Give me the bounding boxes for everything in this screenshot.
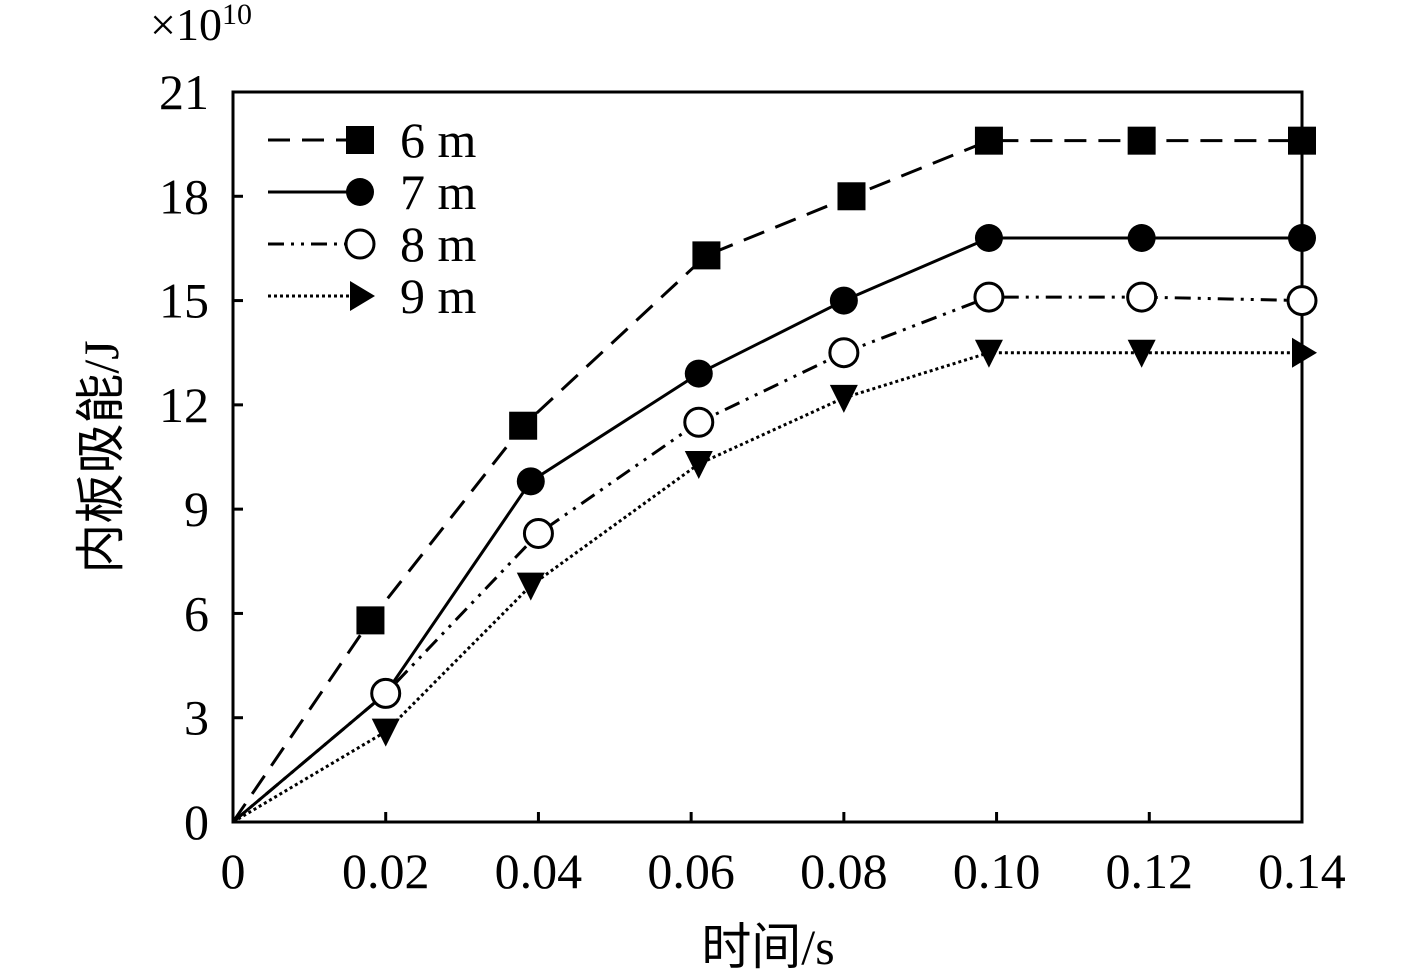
legend-label-2: 7 m	[400, 164, 477, 220]
series-line-1	[231, 139, 1302, 823]
series-2-point	[1288, 224, 1316, 252]
series-3-point	[828, 337, 860, 369]
series-4-point	[1127, 339, 1156, 368]
plot-area-border	[231, 90, 1304, 824]
legend-marker-4	[350, 281, 375, 311]
series-line-4	[232, 351, 1302, 824]
x-tick-label: 0.08	[800, 843, 888, 899]
y-tick-label: 12	[159, 377, 209, 433]
series-2-point	[684, 359, 713, 388]
plot-frame	[231, 90, 1304, 824]
legend-marker-1	[346, 126, 374, 154]
series-4-point	[1292, 337, 1317, 368]
x-tick-label: 0.12	[1106, 843, 1194, 899]
series-1-point	[356, 606, 385, 635]
x-tick-label: 0.10	[953, 843, 1041, 899]
y-axis-multiplier-exponent: 10	[222, 0, 252, 31]
series-3-point	[973, 281, 1005, 313]
series-1-point	[1288, 126, 1316, 155]
series-4-point	[516, 572, 545, 601]
series-2-point	[1127, 224, 1156, 252]
series-4-point	[974, 339, 1003, 368]
series-2-point	[516, 467, 545, 496]
series-line-2	[232, 236, 1302, 824]
legend: 6 m7 m8 m9 m	[268, 112, 477, 324]
y-tick-label: 21	[159, 64, 209, 120]
legend-label-1: 6 m	[400, 112, 477, 168]
legend-label-4: 9 m	[400, 268, 477, 324]
y-axis-title: 内板吸能/J	[73, 340, 129, 573]
x-tick-label: 0.06	[647, 843, 735, 899]
series-1-point	[974, 126, 1003, 155]
y-axis-multiplier: ×1010	[150, 0, 252, 50]
series-3-point	[1126, 281, 1158, 313]
series-lines	[231, 139, 1303, 824]
x-axis: 0 0.02 0.04 0.06 0.08 0.10 0.12 0.14	[221, 812, 1346, 899]
legend-label-3: 8 m	[400, 216, 477, 272]
series-4-point	[371, 718, 400, 747]
series-3-point	[370, 677, 402, 709]
series-1-point	[692, 241, 721, 270]
legend-marker-2	[346, 178, 374, 206]
x-tick-label: 0	[221, 843, 246, 899]
series-3-point	[1286, 285, 1318, 317]
series-2-point	[829, 286, 858, 315]
series-line-3	[232, 295, 1303, 824]
y-axis: 0 3 6 9 12 15 18 21	[159, 64, 243, 850]
series-4-point	[684, 450, 713, 479]
y-tick-label: 3	[184, 690, 209, 746]
series-1-point	[837, 182, 866, 211]
series-3-point	[522, 517, 554, 549]
y-tick-label: 6	[184, 585, 209, 641]
x-tick-label: 0.14	[1258, 843, 1346, 899]
y-axis-multiplier-base: ×10	[150, 0, 222, 50]
series-markers	[356, 126, 1318, 747]
series-1-point	[1127, 126, 1156, 155]
y-tick-label: 18	[159, 168, 209, 224]
series-3-point	[683, 406, 715, 438]
y-tick-label: 15	[159, 273, 209, 329]
x-tick-label: 0.04	[495, 843, 583, 899]
series-4-point	[829, 384, 858, 413]
y-tick-label: 9	[184, 481, 209, 537]
x-axis-title: 时间/s	[701, 919, 834, 972]
series-1-point	[509, 411, 538, 440]
x-tick-label: 0.02	[342, 843, 430, 899]
series-2-point	[974, 224, 1003, 252]
y-tick-label: 0	[184, 794, 209, 850]
legend-marker-3	[344, 228, 376, 260]
